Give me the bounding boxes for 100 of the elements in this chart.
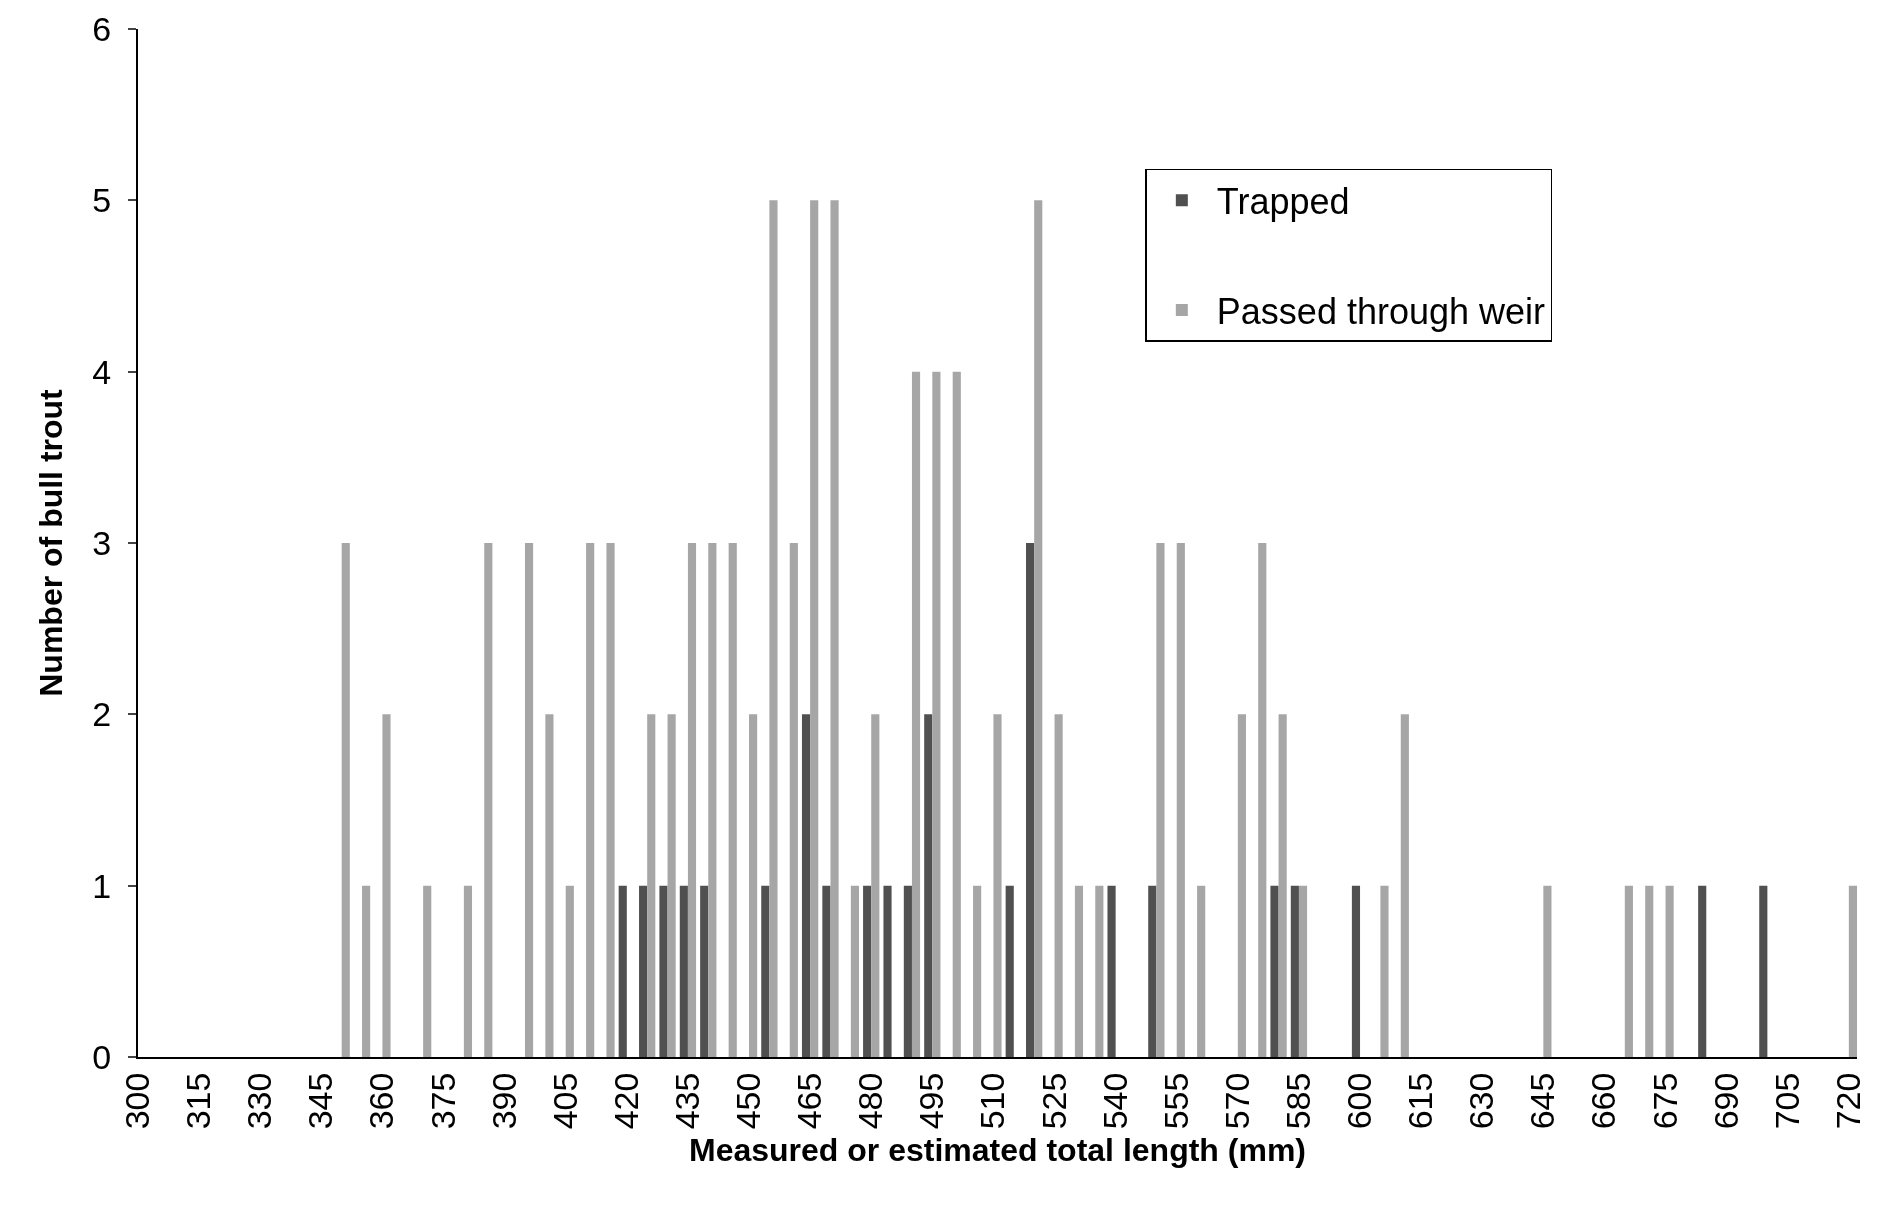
bar bbox=[973, 885, 982, 1057]
bar bbox=[761, 885, 770, 1057]
bar bbox=[789, 543, 798, 1057]
bar bbox=[341, 543, 350, 1057]
bar bbox=[667, 714, 676, 1057]
y-tick-label: 0 bbox=[92, 1037, 112, 1076]
x-tick-label: 630 bbox=[1462, 1072, 1501, 1130]
bar bbox=[1176, 543, 1185, 1057]
bar bbox=[708, 543, 717, 1057]
y-tick-label: 3 bbox=[92, 523, 112, 562]
bar bbox=[1258, 543, 1267, 1057]
bar bbox=[1624, 885, 1633, 1057]
x-tick-label: 345 bbox=[301, 1072, 340, 1130]
bar bbox=[524, 543, 534, 1057]
bar bbox=[903, 885, 912, 1057]
bar bbox=[679, 885, 688, 1057]
bar bbox=[1148, 885, 1157, 1057]
bar bbox=[1197, 885, 1206, 1057]
bar bbox=[863, 885, 872, 1057]
bar bbox=[545, 714, 554, 1057]
x-tick-label: 330 bbox=[240, 1072, 279, 1130]
legend-label: Trapped bbox=[1216, 181, 1350, 223]
bar bbox=[952, 371, 961, 1057]
x-tick-label: 705 bbox=[1767, 1072, 1806, 1130]
bar bbox=[1698, 885, 1707, 1057]
x-tick-label: 675 bbox=[1645, 1072, 1684, 1130]
x-tick-label: 435 bbox=[667, 1072, 706, 1130]
x-tick-label: 585 bbox=[1278, 1072, 1317, 1130]
bar bbox=[1237, 714, 1246, 1057]
x-tick-label: 390 bbox=[484, 1072, 523, 1130]
y-tick-label: 4 bbox=[92, 352, 112, 391]
x-tick-label: 555 bbox=[1156, 1072, 1195, 1130]
bar bbox=[1074, 885, 1084, 1057]
x-tick-label: 525 bbox=[1034, 1072, 1073, 1130]
bar bbox=[822, 885, 831, 1057]
bar bbox=[1278, 714, 1287, 1057]
x-tick-label: 495 bbox=[912, 1072, 951, 1130]
bar bbox=[1034, 200, 1043, 1057]
y-tick-label: 1 bbox=[92, 866, 112, 905]
x-tick-label: 600 bbox=[1340, 1072, 1379, 1130]
x-axis-title: Measured or estimated total length (mm) bbox=[689, 1131, 1306, 1168]
bar bbox=[1298, 885, 1308, 1057]
bar bbox=[647, 714, 656, 1057]
bar bbox=[606, 543, 615, 1057]
bar bbox=[565, 885, 574, 1057]
bar bbox=[700, 885, 709, 1057]
bar bbox=[1005, 885, 1014, 1057]
bar bbox=[871, 714, 880, 1057]
bar bbox=[830, 200, 839, 1057]
bar bbox=[659, 885, 668, 1057]
x-tick-label: 450 bbox=[729, 1072, 768, 1130]
bar bbox=[1156, 543, 1165, 1057]
bar bbox=[1095, 885, 1104, 1057]
bar bbox=[1026, 543, 1035, 1057]
bar bbox=[749, 714, 758, 1057]
bar bbox=[1848, 885, 1857, 1057]
x-tick-label: 570 bbox=[1217, 1072, 1256, 1130]
bar bbox=[484, 543, 493, 1057]
bar bbox=[1543, 885, 1552, 1057]
bar bbox=[362, 885, 371, 1057]
y-axis-title: Number of bull trout bbox=[33, 388, 70, 697]
bar bbox=[801, 714, 811, 1057]
bar bbox=[924, 714, 933, 1057]
x-tick-label: 465 bbox=[790, 1072, 829, 1130]
bar bbox=[1380, 885, 1389, 1057]
bar bbox=[911, 371, 921, 1057]
x-tick-label: 645 bbox=[1523, 1072, 1562, 1130]
bar bbox=[850, 885, 859, 1057]
bar bbox=[382, 714, 391, 1057]
x-tick-label: 720 bbox=[1828, 1072, 1867, 1130]
bar bbox=[810, 200, 819, 1057]
x-tick-label: 540 bbox=[1095, 1072, 1134, 1130]
bar bbox=[1107, 885, 1116, 1057]
bar bbox=[1054, 714, 1063, 1057]
bar bbox=[883, 885, 892, 1057]
x-tick-label: 315 bbox=[179, 1072, 218, 1130]
bar bbox=[1270, 885, 1279, 1057]
bar bbox=[932, 371, 941, 1057]
bar bbox=[423, 885, 432, 1057]
x-tick-label: 510 bbox=[973, 1072, 1012, 1130]
x-tick-label: 660 bbox=[1584, 1072, 1623, 1130]
y-tick-label: 2 bbox=[92, 695, 112, 734]
bar bbox=[1759, 885, 1768, 1057]
x-tick-label: 480 bbox=[851, 1072, 890, 1130]
bar bbox=[1290, 885, 1299, 1057]
x-tick-label: 300 bbox=[118, 1072, 157, 1130]
x-tick-label: 420 bbox=[606, 1072, 645, 1130]
bar bbox=[1351, 885, 1361, 1057]
bar bbox=[728, 543, 737, 1057]
y-tick-label: 5 bbox=[92, 181, 112, 220]
x-tick-label: 690 bbox=[1706, 1072, 1745, 1130]
bar bbox=[1665, 885, 1674, 1057]
bar bbox=[618, 885, 627, 1057]
bar bbox=[1645, 885, 1654, 1057]
bar bbox=[1400, 714, 1409, 1057]
bar bbox=[993, 714, 1002, 1057]
legend-label: Passed through weir bbox=[1216, 291, 1546, 333]
x-tick-label: 360 bbox=[362, 1072, 401, 1130]
x-tick-label: 405 bbox=[545, 1072, 584, 1130]
x-tick-label: 375 bbox=[423, 1072, 462, 1130]
